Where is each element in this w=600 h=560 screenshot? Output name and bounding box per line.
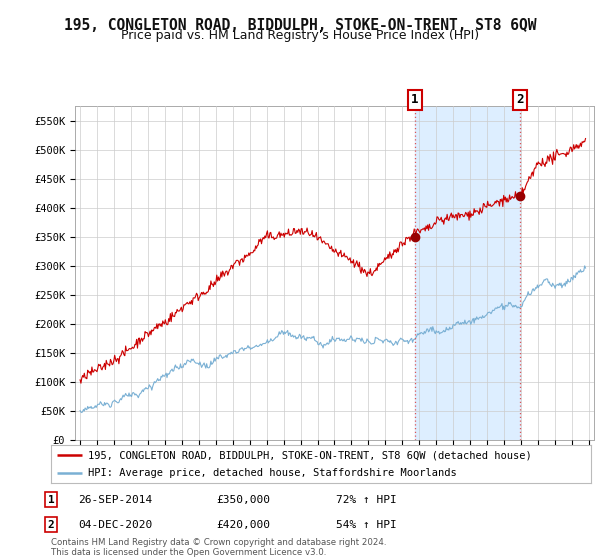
Text: 195, CONGLETON ROAD, BIDDULPH, STOKE-ON-TRENT, ST8 6QW: 195, CONGLETON ROAD, BIDDULPH, STOKE-ON-… bbox=[64, 18, 536, 33]
Text: 2: 2 bbox=[47, 520, 55, 530]
Text: 72% ↑ HPI: 72% ↑ HPI bbox=[336, 494, 397, 505]
Text: 26-SEP-2014: 26-SEP-2014 bbox=[78, 494, 152, 505]
Bar bbox=[415, 106, 520, 440]
Text: £350,000: £350,000 bbox=[216, 494, 270, 505]
Text: 54% ↑ HPI: 54% ↑ HPI bbox=[336, 520, 397, 530]
Text: 1: 1 bbox=[47, 494, 55, 505]
Text: £420,000: £420,000 bbox=[216, 520, 270, 530]
Text: 195, CONGLETON ROAD, BIDDULPH, STOKE-ON-TRENT, ST8 6QW (detached house): 195, CONGLETON ROAD, BIDDULPH, STOKE-ON-… bbox=[88, 450, 532, 460]
Text: 04-DEC-2020: 04-DEC-2020 bbox=[78, 520, 152, 530]
Text: 1: 1 bbox=[411, 94, 419, 106]
Text: Price paid vs. HM Land Registry's House Price Index (HPI): Price paid vs. HM Land Registry's House … bbox=[121, 29, 479, 42]
Text: HPI: Average price, detached house, Staffordshire Moorlands: HPI: Average price, detached house, Staf… bbox=[88, 468, 457, 478]
Text: 2: 2 bbox=[516, 94, 523, 106]
Text: Contains HM Land Registry data © Crown copyright and database right 2024.
This d: Contains HM Land Registry data © Crown c… bbox=[51, 538, 386, 557]
